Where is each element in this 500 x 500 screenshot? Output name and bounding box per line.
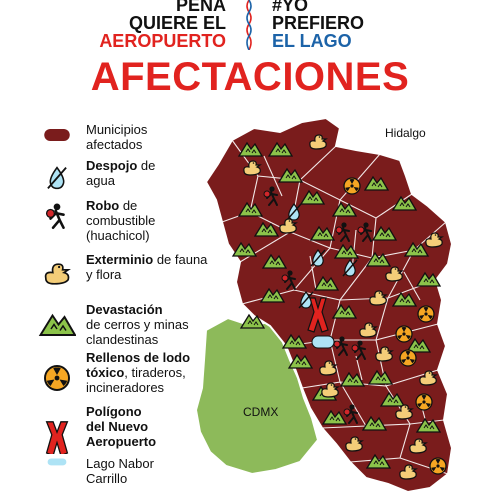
header: PEÑA QUIERE EL AEROPUERTO #YO PREFIERO E… — [0, 0, 500, 52]
legend-text-line: Municipios — [86, 122, 148, 137]
legend-text-line: agua — [86, 173, 115, 188]
header-left-line-1: PEÑA — [175, 0, 226, 15]
legend-text-cerros: Devastación de cerros y minas clandestin… — [86, 302, 189, 347]
legend-text-bold: Devastación — [86, 302, 163, 317]
legend-text-bold: Aeropuerto — [86, 434, 157, 449]
legend-text-line: y flora — [86, 267, 122, 282]
mountain-mine-icon — [39, 314, 76, 336]
legend-text-fauna: Exterminio de fauna y flora — [86, 252, 207, 282]
label-hidalgo: Hidalgo — [385, 126, 426, 140]
header-left-slogan: PEÑA QUIERE EL AEROPUERTO — [98, 0, 226, 50]
legend-text-toxico: Rellenos de lodo tóxico, tiraderos, inci… — [86, 350, 190, 395]
legend-text-agua: Despojo de agua — [86, 158, 155, 188]
legend-text-line: Carrillo — [86, 471, 128, 486]
legend-text-line: de — [137, 158, 156, 173]
legend-text-line: Lago Nabor — [86, 456, 154, 471]
label-cdmx: CDMX — [243, 405, 279, 419]
legend-text-combustible: Robo de combustible (huachicol) — [86, 198, 155, 243]
page-title: AFECTACIONES — [90, 55, 410, 99]
legend-text-line: de cerros y minas — [86, 317, 189, 332]
legend-text-line: , tiraderos, — [124, 365, 186, 380]
airport-polygon-icon — [45, 421, 69, 454]
legend-text-line: afectados — [86, 137, 143, 152]
legend-text-line: incineradores — [86, 380, 165, 395]
header-right-line-1: #YO — [272, 0, 309, 15]
airport-polygon — [307, 297, 329, 333]
legend-text-bold: tóxico — [86, 365, 125, 380]
municipality-swatch-icon — [44, 129, 70, 141]
legend-text-bold: Exterminio — [86, 252, 154, 267]
water-drop-crossed-icon — [46, 166, 68, 190]
legend-text-bold: Rellenos de lodo — [86, 350, 191, 365]
legend-text-line: de — [119, 198, 138, 213]
header-left-line-3: AEROPUERTO — [99, 31, 226, 51]
legend-text-bold: Polígono — [86, 404, 142, 419]
lake-nabor-carrillo — [311, 335, 335, 349]
legend-text-aeropuerto: Polígono del Nuevo Aeropuerto — [86, 404, 156, 449]
legend-text-line: (huachicol) — [86, 228, 150, 243]
toxic-icon — [44, 365, 70, 391]
lake-icon — [47, 458, 67, 466]
legend-text-bold: Despojo — [86, 158, 138, 173]
legend-text-line: combustible — [86, 213, 156, 228]
legend-text-bold: del Nuevo — [86, 419, 149, 434]
header-right-line-3: EL LAGO — [272, 31, 352, 51]
header-right-line-2: PREFIERO — [272, 13, 365, 33]
legend-text-line: clandestinas — [86, 332, 159, 347]
header-divider-icon — [246, 0, 252, 50]
legend-text-bold: Robo — [86, 198, 120, 213]
legend-text-lago: Lago Nabor Carrillo — [86, 456, 154, 486]
thief-icon — [45, 202, 65, 229]
header-left-line-2: QUIERE EL — [128, 13, 226, 33]
duck-icon — [44, 263, 70, 285]
header-right-slogan: #YO PREFIERO EL LAGO — [272, 0, 392, 50]
legend-text-municipios: Municipios afectados — [86, 122, 147, 152]
legend-text-line: de fauna — [156, 252, 208, 267]
